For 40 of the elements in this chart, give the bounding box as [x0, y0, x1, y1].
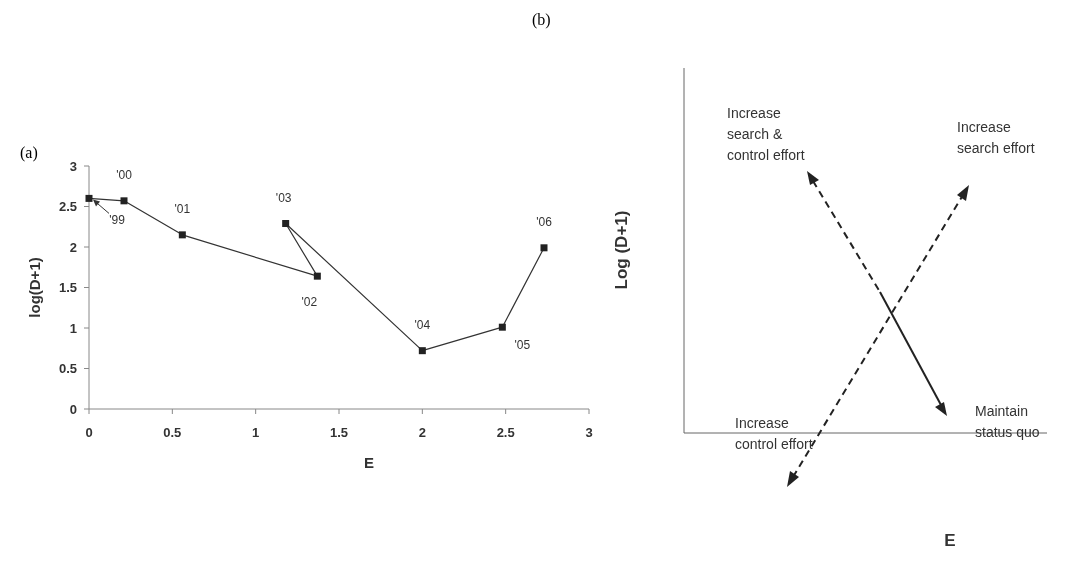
annotation: '04 [414, 317, 431, 332]
y-tick-label: 0 [69, 401, 77, 417]
point [498, 323, 506, 331]
x-tick-label: 1 [252, 425, 260, 440]
y-tick-label: 3 [69, 158, 77, 174]
x-tick-label: 2 [418, 425, 426, 440]
y-axis-title: log(D+1) [26, 257, 43, 318]
annotation: '03 [275, 190, 292, 205]
annotation: '05 [514, 338, 531, 353]
chart-title: (a) [20, 144, 38, 162]
annotation: '00 [116, 167, 133, 182]
point [178, 231, 186, 239]
text: (b) [532, 11, 551, 29]
text: Maintain status quo [975, 403, 1040, 440]
annotation: '02 [301, 295, 318, 310]
x-tick-label: 2.5 [496, 425, 515, 440]
text: Increase search & control effort [727, 105, 805, 163]
point [85, 194, 93, 202]
x-tick-label: 0 [85, 425, 93, 440]
x-tick-label: 3 [585, 425, 593, 440]
point [313, 272, 321, 280]
point [282, 220, 290, 228]
text: Increase search effort [957, 119, 1035, 156]
point [120, 197, 128, 205]
y-tick-label: 2.5 [58, 199, 77, 215]
y-tick-label: 1.5 [58, 280, 77, 296]
x-tick-label: 0.5 [163, 425, 182, 440]
y-tick-label: 2 [69, 239, 77, 255]
text: Log (D+1) [612, 210, 631, 290]
x-tick-label: 1.5 [329, 425, 349, 440]
point [540, 244, 548, 252]
y-tick-label: 0.5 [58, 361, 77, 377]
x-axis-title: E [363, 454, 375, 471]
annotation: '99 [109, 213, 126, 228]
point [418, 347, 426, 355]
text: Increase control effort [735, 415, 813, 452]
y-tick-label: 1 [69, 320, 77, 336]
annotation: '06 [536, 214, 553, 229]
text: E [944, 531, 956, 550]
annotation: '01 [174, 201, 191, 216]
